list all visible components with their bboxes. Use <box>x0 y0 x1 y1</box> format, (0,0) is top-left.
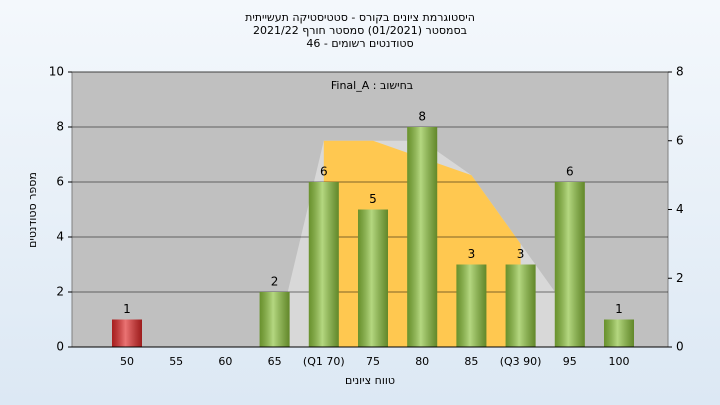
x-tick-label: (Q1 70) <box>303 355 345 368</box>
title-line: סטודנטים רשומים - 46 <box>306 37 413 50</box>
x-tick-label: 85 <box>464 355 478 368</box>
value-label: 1 <box>123 302 131 316</box>
title-line: בסמסטר (01/2021) סמסטר חורף 2021/22 <box>253 24 467 37</box>
value-label: 6 <box>566 165 574 179</box>
y2-tick-label: 0 <box>676 340 684 354</box>
x-tick-label: 75 <box>366 355 380 368</box>
y-tick-label: 0 <box>56 340 64 354</box>
bar-shade <box>259 292 290 347</box>
title-line: היסטוגרמת ציונים בקורס - סטטיסטיקה תעשיי… <box>245 11 475 24</box>
y-tick-label: 2 <box>56 285 64 299</box>
x-tick-label: 60 <box>218 355 232 368</box>
y-tick-label: 10 <box>49 65 64 79</box>
value-label: 8 <box>418 110 426 124</box>
y-tick-label: 4 <box>56 230 64 244</box>
bar-shade <box>456 264 487 347</box>
y2-tick-label: 2 <box>676 271 684 285</box>
x-tick-label: 50 <box>120 355 134 368</box>
y2-tick-label: 4 <box>676 202 684 216</box>
x-tick-label: 95 <box>563 355 577 368</box>
x-tick-label: 80 <box>415 355 429 368</box>
annotation: בחישוב : Final_A <box>331 79 413 92</box>
y2-tick-label: 8 <box>676 65 684 79</box>
value-label: 6 <box>320 165 328 179</box>
bar-shade <box>308 182 339 347</box>
bar-shade <box>407 127 438 347</box>
x-tick-label: 55 <box>169 355 183 368</box>
value-label: 1 <box>615 302 623 316</box>
value-label: 3 <box>468 247 476 261</box>
y-tick-label: 6 <box>56 175 64 189</box>
x-axis-title: טווח ציונים <box>345 374 395 387</box>
value-label: 3 <box>517 247 525 261</box>
x-tick-label: 100 <box>609 355 630 368</box>
x-tick-label: 65 <box>268 355 282 368</box>
bar-shade <box>358 209 388 347</box>
x-tick-label: (Q3 90) <box>500 355 542 368</box>
value-label: 5 <box>369 192 377 206</box>
bar-shade <box>604 319 634 347</box>
bar-shade <box>112 319 142 347</box>
value-label: 2 <box>271 275 279 289</box>
y2-tick-label: 6 <box>676 133 684 147</box>
bar-shade <box>554 182 585 347</box>
y-axis-title: מספר סטודנטים <box>26 172 39 248</box>
y-tick-label: 8 <box>56 120 64 134</box>
bar-shade <box>505 264 536 347</box>
